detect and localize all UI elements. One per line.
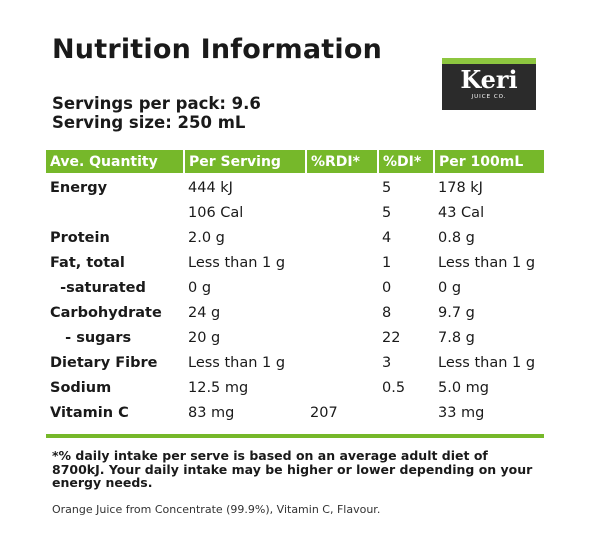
table-cell: 9.7 g xyxy=(438,304,475,321)
table-cell: Less than 1 g xyxy=(438,254,536,271)
column-header: Per 100mL xyxy=(434,150,544,173)
table-cell: Sodium xyxy=(50,379,112,396)
table-cell: 207 xyxy=(310,404,338,421)
table-cell xyxy=(306,225,378,250)
table-cell: 4 xyxy=(382,229,392,246)
nutrition-title: Nutrition Information xyxy=(52,34,382,65)
servings-per-pack: Servings per pack: 9.6 xyxy=(52,94,261,113)
serving-info: Servings per pack: 9.6 Serving size: 250… xyxy=(52,94,261,132)
column-header: %DI* xyxy=(378,150,435,173)
brand-tagline: JUICE CO. xyxy=(471,94,507,100)
table-cell: 8 xyxy=(382,304,392,321)
table-cell: 444 kJ xyxy=(188,179,233,196)
table-cell xyxy=(46,200,184,225)
column-header: Per Serving xyxy=(184,150,307,173)
table-cell xyxy=(306,173,378,200)
table-cell: 0.5 xyxy=(382,379,406,396)
table-row: Protein 2.0 g 4 0.8 g xyxy=(46,225,544,250)
table-cell: 0.8 g xyxy=(438,229,475,246)
table-cell: 20 g xyxy=(188,329,221,346)
table-row: Sodium 12.5 mg 0.5 5.0 mg xyxy=(46,375,544,400)
table-cell: 5 xyxy=(382,204,392,221)
table-row: Dietary Fibre Less than 1 g 3 Less than 1 g xyxy=(46,350,544,375)
table-row: Fat, total Less than 1 g 1 Less than 1 g xyxy=(46,250,544,275)
table-cell xyxy=(378,400,434,425)
table-cell: 24 g xyxy=(188,304,221,321)
table-cell: 7.8 g xyxy=(438,329,475,346)
table-cell xyxy=(306,275,378,300)
table-row: Vitamin C 83 mg 207 33 mg xyxy=(46,400,544,425)
table-cell xyxy=(306,350,378,375)
table-row: - sugars 20 g 22 7.8 g xyxy=(46,325,544,350)
table-cell: 0 g xyxy=(438,279,462,296)
table-cell xyxy=(306,200,378,225)
table-cell: 0 xyxy=(382,279,392,296)
table-cell: Energy xyxy=(50,179,108,196)
table-cell: 2.0 g xyxy=(188,229,225,246)
table-cell: Less than 1 g xyxy=(188,354,286,371)
table-cell: Less than 1 g xyxy=(188,254,286,271)
table-cell: Fat, total xyxy=(50,254,125,271)
table-row: Carbohydrate 24 g 8 9.7 g xyxy=(46,300,544,325)
nutrition-table: Ave. Quantity Per Serving %RDI* %DI* Per… xyxy=(46,150,544,425)
column-header: %RDI* xyxy=(306,150,379,173)
table-cell: 1 xyxy=(382,254,392,271)
table-cell: 5.0 mg xyxy=(438,379,489,396)
table-cell xyxy=(306,375,378,400)
table-row: 106 Cal 5 43 Cal xyxy=(46,200,544,225)
footnote: *% daily intake per serve is based on an… xyxy=(52,448,533,490)
table-cell: 178 kJ xyxy=(438,179,483,196)
table-cell: - sugars xyxy=(50,329,132,346)
table-cell: -saturated xyxy=(50,279,146,296)
table-cell: Vitamin C xyxy=(50,404,129,421)
table-header-row: Ave. Quantity Per Serving %RDI* %DI* Per… xyxy=(46,150,544,173)
table-cell: 83 mg xyxy=(188,404,235,421)
table-cell: 12.5 mg xyxy=(188,379,249,396)
table-row: -saturated 0 g 0 0 g xyxy=(46,275,544,300)
table-cell: 33 mg xyxy=(438,404,485,421)
column-header: Ave. Quantity xyxy=(46,150,185,173)
table-row: Energy 444 kJ 5 178 kJ xyxy=(46,173,544,200)
brand-name: Keri xyxy=(460,65,518,94)
divider-rule xyxy=(46,434,544,438)
table-cell: Less than 1 g xyxy=(438,354,536,371)
table-cell: Dietary Fibre xyxy=(50,354,158,371)
table-cell: 106 Cal xyxy=(188,204,244,221)
table-cell xyxy=(306,250,378,275)
table-cell: 3 xyxy=(382,354,392,371)
table-cell: 43 Cal xyxy=(438,204,485,221)
table-cell xyxy=(306,325,378,350)
table-cell: 0 g xyxy=(188,279,212,296)
table-cell: 5 xyxy=(382,179,392,196)
ingredients: Orange Juice from Concentrate (99.9%), V… xyxy=(52,503,381,516)
serving-size: Serving size: 250 mL xyxy=(52,113,246,132)
table-cell: Carbohydrate xyxy=(50,304,162,321)
table-cell: 22 xyxy=(382,329,401,346)
table-cell: Protein xyxy=(50,229,110,246)
table-cell xyxy=(306,300,378,325)
brand-logo: Keri JUICE CO. xyxy=(442,58,536,110)
